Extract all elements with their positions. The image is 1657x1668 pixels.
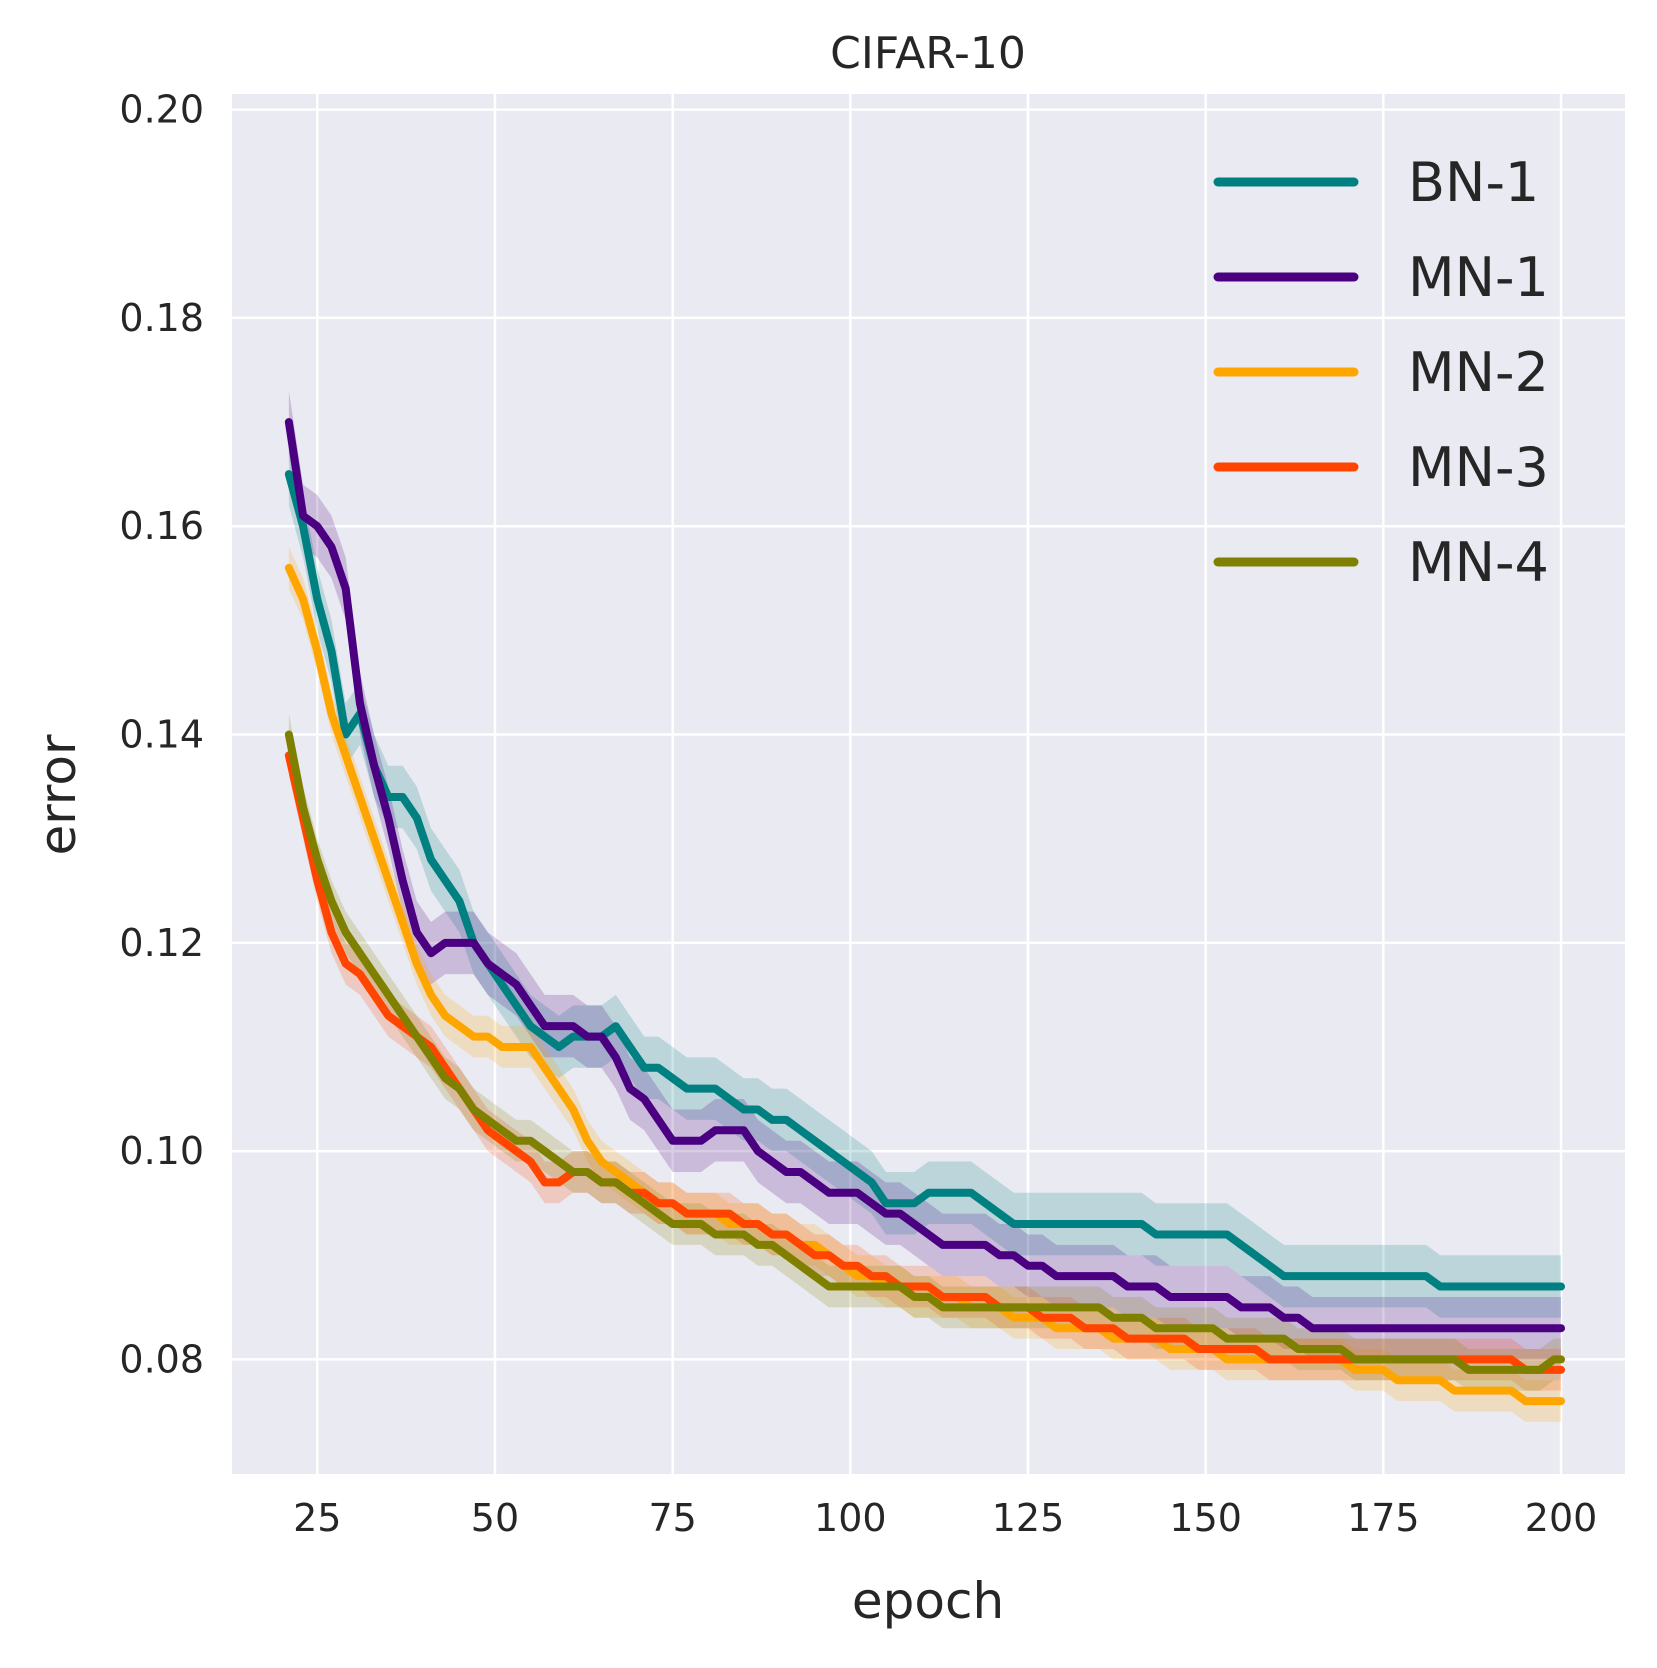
y-tick-label: 0.18 <box>119 296 204 340</box>
plot-background <box>232 94 1625 1474</box>
x-tick-label: 150 <box>1169 1496 1242 1540</box>
y-tick-label: 0.08 <box>119 1337 204 1381</box>
legend-label-mn-4: MN-4 <box>1408 531 1549 594</box>
series-lines <box>284 418 1566 1406</box>
legend-label-mn-1: MN-1 <box>1408 246 1549 309</box>
y-tick-label: 0.16 <box>119 504 204 548</box>
x-tick-label: 200 <box>1525 1496 1598 1540</box>
legend: BN-1 MN-1 MN-2 MN-3 MN-4 <box>1213 151 1549 594</box>
y-axis-label: error <box>29 734 87 855</box>
legend-label-bn-1: BN-1 <box>1408 151 1539 214</box>
x-tick-label: 125 <box>992 1496 1065 1540</box>
y-tick-labels: 0.08 0.10 0.12 0.14 0.16 0.18 0.20 <box>119 88 204 1382</box>
y-tick-label: 0.10 <box>119 1129 204 1173</box>
y-tick-label: 0.12 <box>119 921 204 965</box>
x-tick-label: 100 <box>814 1496 887 1540</box>
chart-title: CIFAR-10 <box>830 28 1026 79</box>
legend-label-mn-3: MN-3 <box>1408 436 1549 499</box>
x-tick-label: 175 <box>1347 1496 1420 1540</box>
y-tick-label: 0.14 <box>119 713 204 757</box>
x-axis-label: epoch <box>852 1572 1004 1630</box>
series-line-mn-1 <box>284 418 1566 1333</box>
x-tick-label: 75 <box>648 1496 696 1540</box>
x-tick-label: 25 <box>293 1496 341 1540</box>
x-tick-label: 50 <box>471 1496 519 1540</box>
series-line-bn-1 <box>284 470 1566 1291</box>
series-line-mn-4 <box>284 730 1566 1374</box>
grid-lines <box>232 94 1625 1474</box>
legend-label-mn-2: MN-2 <box>1408 341 1549 404</box>
x-tick-labels: 25 50 75 100 125 150 175 200 <box>293 1496 1597 1540</box>
y-tick-label: 0.20 <box>119 88 204 132</box>
